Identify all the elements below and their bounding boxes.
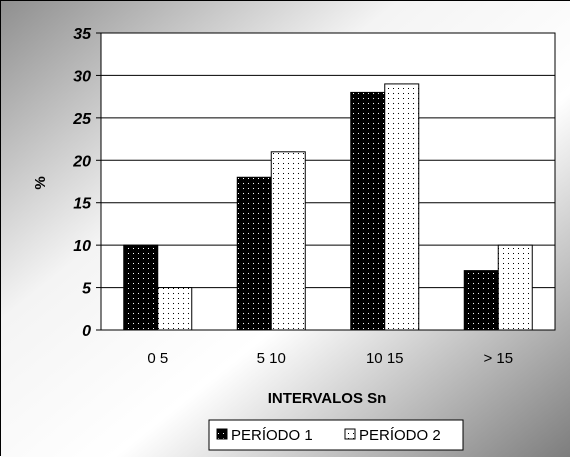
y-tick-label: 20	[72, 153, 91, 170]
legend-label-periodo-1: PERÍODO 1	[231, 427, 313, 444]
bar-series-2-cat-1	[157, 287, 193, 331]
gridlines	[101, 74, 555, 289]
bar-series-1-cat-3	[350, 91, 386, 331]
bars	[123, 83, 533, 331]
bar-series-1-cat-4	[463, 270, 499, 331]
y-tick-label: 35	[73, 26, 92, 43]
y-tick-label: 0	[82, 323, 91, 340]
y-tick-label: 5	[82, 281, 92, 298]
bar-series-1-cat-2	[236, 176, 272, 331]
y-axis-label: %	[32, 176, 49, 189]
x-category-label: 0 5	[147, 350, 168, 367]
y-tick-label: 30	[73, 68, 91, 85]
legend: PERÍODO 1 PERÍODO 2	[208, 419, 464, 451]
x-category-label: > 15	[483, 350, 513, 367]
x-axis-categories: 0 5 5 10 10 15 > 15	[147, 350, 513, 367]
bar-series-2-cat-4	[497, 244, 533, 331]
bar-series-2-cat-3	[384, 83, 420, 331]
legend-box	[208, 419, 464, 451]
x-category-label: 10 15	[366, 350, 404, 367]
bar-series-1-cat-1	[123, 244, 159, 331]
legend-label-periodo-2: PERÍODO 2	[359, 427, 441, 444]
x-axis-label: INTERVALOS Sn	[268, 390, 387, 407]
x-category-label: 5 10	[257, 350, 286, 367]
y-tick-label: 10	[73, 238, 91, 255]
bar-series-2-cat-2	[270, 151, 306, 331]
y-axis-ticks: 0 5 10 15 20 25 30 35	[72, 26, 101, 340]
legend-swatch-periodo-1	[216, 428, 228, 440]
y-tick-label: 25	[72, 111, 92, 128]
y-tick-label: 15	[73, 196, 92, 213]
legend-swatch-periodo-2	[344, 428, 356, 440]
